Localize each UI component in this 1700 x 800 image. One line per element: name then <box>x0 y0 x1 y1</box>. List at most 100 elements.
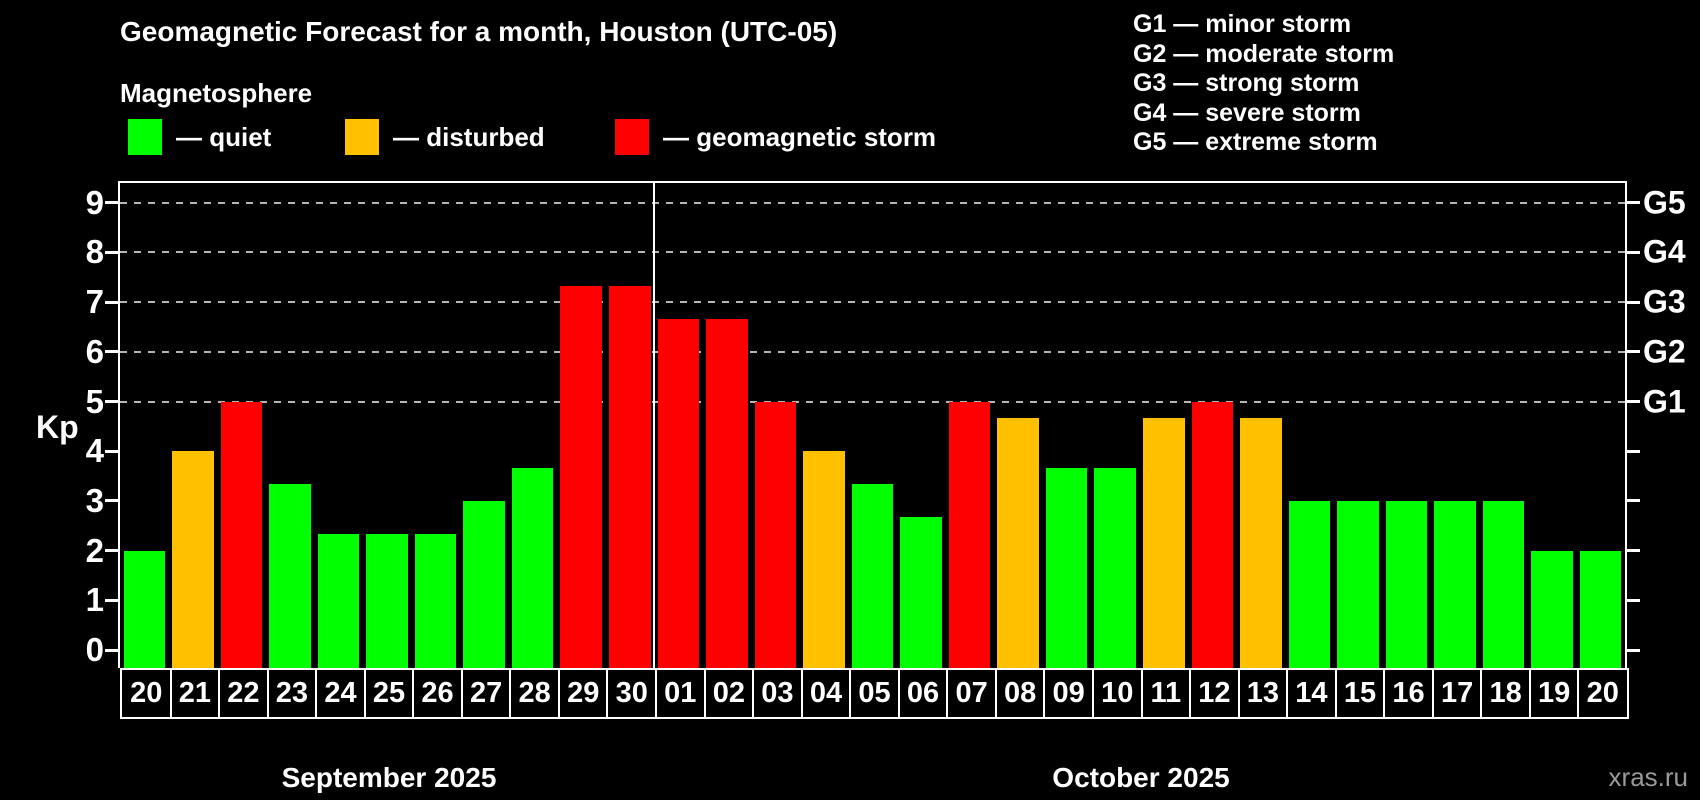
kp-bar-21 <box>172 451 214 668</box>
g2-legend-line: G2 — moderate storm <box>1133 39 1395 68</box>
kp-bar-02 <box>706 318 748 668</box>
kp-bar-17 <box>1434 500 1476 668</box>
day-label-02: 02 <box>712 677 745 709</box>
y-axis-tick-8 <box>105 250 118 254</box>
right-axis-tick-7 <box>1627 300 1640 304</box>
day-label-21: 21 <box>178 677 211 709</box>
day-label-04: 04 <box>809 677 843 709</box>
day-label-23: 23 <box>275 677 309 709</box>
right-axis-tick-1 <box>1627 598 1640 602</box>
day-cell-divider <box>1431 670 1434 717</box>
g1-legend-line: G1 — minor storm <box>1133 10 1352 38</box>
day-cell-divider <box>1237 670 1240 717</box>
right-axis-tick-2 <box>1627 549 1640 553</box>
g4-legend-line: G4 — severe storm <box>1133 98 1361 127</box>
kp-bar-10 <box>1094 467 1136 668</box>
day-cell-divider <box>315 670 318 717</box>
plot-left-border <box>118 181 120 668</box>
kp-bar-06 <box>900 517 942 668</box>
day-cell-divider <box>800 670 803 717</box>
kp-bar-03 <box>754 401 797 668</box>
watermark-link[interactable]: xras.ru <box>1608 762 1688 792</box>
day-label-18: 18 <box>1489 677 1522 709</box>
kp-bar-01 <box>657 318 700 668</box>
day-label-25: 25 <box>372 677 406 709</box>
kp-bar-25 <box>366 534 408 668</box>
storm-color-swatch <box>615 119 649 155</box>
y-tick-label-9: 9 <box>85 183 104 221</box>
right-axis-tick-0 <box>1627 648 1640 652</box>
y-axis-title: Kp <box>36 409 79 445</box>
legend-label-storm: — geomagnetic storm <box>663 121 937 152</box>
day-cell-divider <box>994 670 997 717</box>
month-label-september: September 2025 <box>281 762 497 793</box>
legend-item-quiet: — quiet <box>128 118 271 156</box>
day-cell-divider <box>1286 670 1289 717</box>
gridline-kp6 <box>120 350 1625 353</box>
g-scale-label-g2: G2 <box>1643 333 1686 370</box>
day-cell-divider <box>1577 670 1580 717</box>
kp-bar-26 <box>414 534 457 668</box>
right-axis-tick-3 <box>1627 499 1640 503</box>
day-label-15: 15 <box>1343 677 1377 709</box>
y-axis-tick-6 <box>105 350 118 354</box>
disturbed-color-swatch <box>345 119 379 155</box>
day-cell-divider <box>1528 670 1531 717</box>
y-tick-label-8: 8 <box>85 233 104 271</box>
day-label-14: 14 <box>1295 677 1328 709</box>
kp-bar-29 <box>560 285 602 668</box>
day-label-17: 17 <box>1440 677 1474 709</box>
month-label-october: October 2025 <box>1052 762 1230 793</box>
day-cell-divider <box>1043 670 1046 717</box>
day-label-08: 08 <box>1004 677 1037 709</box>
day-cell-divider <box>1334 670 1337 717</box>
day-cell-divider <box>1480 670 1483 717</box>
day-cell-divider <box>460 670 463 717</box>
day-cell-divider <box>752 670 755 717</box>
y-tick-label-1: 1 <box>85 581 104 619</box>
day-label-19: 19 <box>1538 677 1571 709</box>
kp-bar-27 <box>463 500 505 668</box>
day-cell-divider <box>1189 670 1192 717</box>
y-axis-tick-0 <box>105 648 118 652</box>
kp-bar-05 <box>851 484 894 668</box>
y-tick-label-0: 0 <box>85 631 104 668</box>
y-tick-label-2: 2 <box>85 531 104 569</box>
day-cell-divider <box>703 670 706 717</box>
kp-bar-20 <box>1579 550 1622 668</box>
storm-scale-legend: G1 — minor storm G2 — moderate storm G3 … <box>1133 10 1394 158</box>
kp-bar-30 <box>608 285 651 668</box>
day-cell-divider <box>897 670 900 717</box>
g3-legend-line: G3 — strong storm <box>1133 69 1360 97</box>
gridline-kp9 <box>120 201 1625 204</box>
right-axis-tick-9 <box>1627 201 1640 205</box>
day-cell-divider <box>849 670 852 717</box>
day-cell-divider <box>946 670 949 717</box>
day-label-28: 28 <box>518 677 551 709</box>
day-label-01: 01 <box>664 677 697 709</box>
kp-bar-08 <box>997 417 1039 668</box>
right-axis-tick-6 <box>1627 350 1640 354</box>
day-cell-divider <box>509 670 512 717</box>
legend-label-quiet: — quiet <box>176 121 272 152</box>
kp-bar-11 <box>1143 417 1185 668</box>
kp-bar-23 <box>269 484 311 668</box>
page-title: Geomagnetic Forecast for a month, Housto… <box>120 16 838 47</box>
kp-bar-24 <box>317 534 360 668</box>
day-cell-divider <box>218 670 221 717</box>
day-label-06: 06 <box>906 677 940 709</box>
kp-bar-15 <box>1337 500 1379 668</box>
right-axis-tick-5 <box>1627 400 1640 403</box>
day-label-22: 22 <box>227 677 260 709</box>
plot-top-border <box>118 181 1627 183</box>
day-cell-divider <box>606 670 609 717</box>
day-label-30: 30 <box>615 677 648 709</box>
kp-bar-07 <box>948 401 991 668</box>
day-cell-divider <box>655 670 658 717</box>
g-scale-label-g1: G1 <box>1643 383 1686 419</box>
kp-bar-16 <box>1385 500 1428 668</box>
gridline-kp7 <box>120 301 1625 304</box>
day-label-11: 11 <box>1150 677 1182 709</box>
day-label-16: 16 <box>1392 677 1425 709</box>
